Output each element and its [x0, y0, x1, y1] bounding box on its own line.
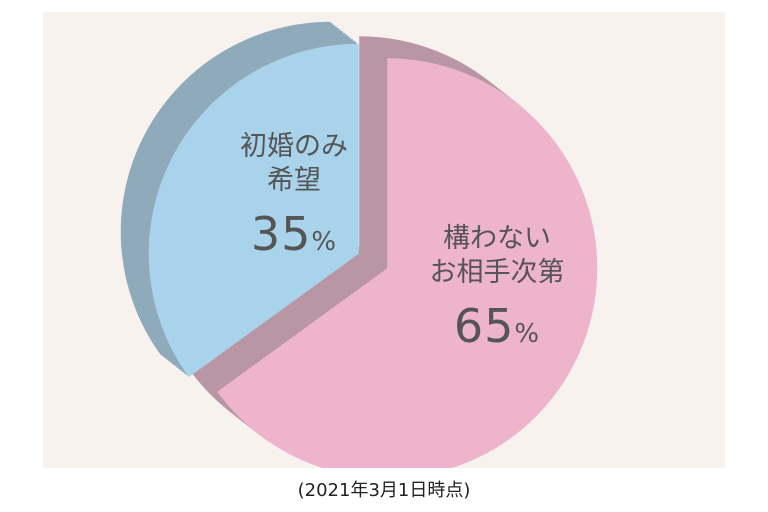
slice-percentage: 65%	[454, 298, 540, 356]
pie-slice	[217, 58, 598, 468]
chart-panel: 構わない お相手次第 65% 初婚のみ 希望 35%	[43, 12, 725, 468]
slice-label-line: 希望	[267, 164, 321, 196]
pie-chart	[120, 21, 598, 468]
slice-label-line: 構わない	[443, 223, 551, 254]
slice-label-line: お相手次第	[429, 256, 565, 288]
slice-label-group: 構わない お相手次第 65%	[430, 222, 565, 355]
slice-value: 35	[250, 206, 312, 261]
slice-value: 65	[453, 298, 515, 353]
slice-percentage: 35%	[251, 206, 337, 264]
percent-unit: %	[311, 226, 338, 257]
slice-label-group: 初婚のみ 希望 35%	[240, 130, 348, 263]
footnote: (2021年3月1日時点)	[297, 480, 471, 501]
slice-label-line: 初婚のみ	[240, 131, 348, 162]
pie-slice	[148, 43, 359, 378]
percent-unit: %	[514, 318, 541, 349]
